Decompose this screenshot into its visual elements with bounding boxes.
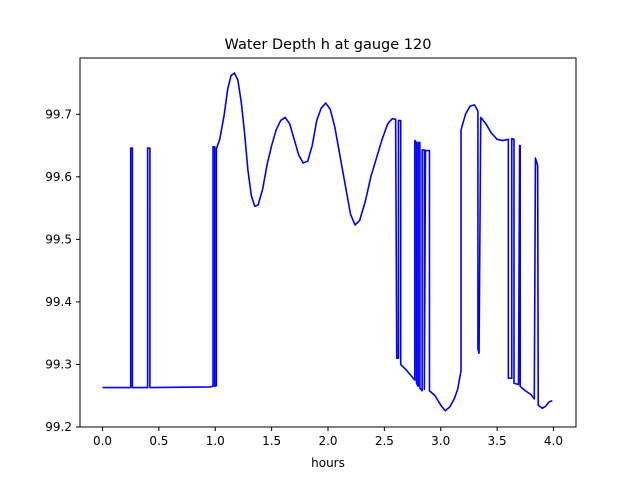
x-tick-label: 1.5 <box>262 434 281 448</box>
series-line <box>102 72 553 412</box>
y-tick-label: 99.5 <box>45 232 72 246</box>
x-tick-label: 2.5 <box>375 434 394 448</box>
y-tick-label: 99.4 <box>45 295 72 309</box>
x-axis-label: hours <box>311 456 345 470</box>
x-tick-label: 0.5 <box>149 434 168 448</box>
y-tick-label: 99.7 <box>45 107 72 121</box>
y-tick-label: 99.2 <box>45 420 72 434</box>
x-tick-label: 3.0 <box>431 434 450 448</box>
x-tick-label: 0.0 <box>93 434 112 448</box>
x-tick-label: 1.0 <box>206 434 225 448</box>
y-tick-label: 99.3 <box>45 357 72 371</box>
x-tick-label: 4.0 <box>544 434 563 448</box>
plot-area-frame <box>79 57 577 428</box>
x-tick-label: 2.0 <box>318 434 337 448</box>
x-tick-label: 3.5 <box>488 434 507 448</box>
chart-title: Water Depth h at gauge 120 <box>225 37 432 53</box>
y-axis: 99.2 99.3 99.4 99.5 99.6 99.7 <box>45 107 80 434</box>
x-axis: 0.0 0.5 1.0 1.5 2.0 2.5 3.0 3.5 4.0 <box>93 427 563 448</box>
y-tick-label: 99.6 <box>45 170 72 184</box>
